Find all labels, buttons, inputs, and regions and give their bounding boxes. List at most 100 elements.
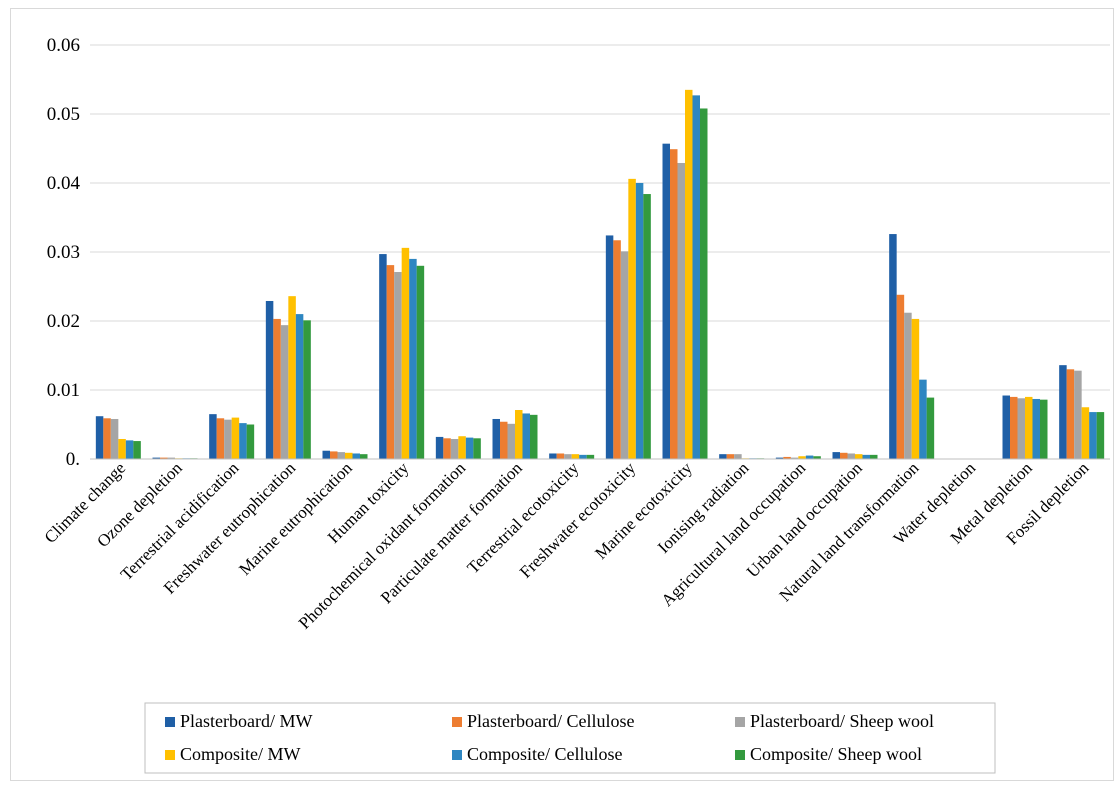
bar	[840, 452, 848, 459]
bar	[734, 454, 742, 459]
bar	[435, 436, 444, 459]
bar	[246, 424, 255, 459]
bar	[628, 178, 636, 460]
bar	[386, 265, 395, 459]
bar	[1025, 396, 1033, 459]
bar	[862, 454, 870, 459]
bar	[1002, 395, 1010, 459]
bar	[337, 452, 345, 459]
bar	[209, 414, 217, 459]
bar	[556, 453, 565, 459]
bar	[125, 440, 134, 459]
bar	[167, 457, 175, 459]
legend-swatch	[165, 717, 175, 727]
bar	[847, 453, 855, 459]
bar	[530, 414, 538, 459]
bar	[303, 320, 311, 459]
legend-label: Composite/ Sheep wool	[750, 744, 922, 764]
bar	[896, 294, 905, 459]
bar	[662, 143, 670, 460]
bar	[95, 416, 104, 459]
bar	[322, 450, 330, 459]
bar	[160, 457, 168, 459]
bar	[1032, 398, 1040, 459]
bar	[401, 247, 410, 459]
bar	[564, 454, 572, 459]
bar	[152, 457, 160, 459]
legend-box	[144, 702, 996, 774]
x-tick-label: Terrestrial ecotoxicity	[463, 458, 582, 577]
bar	[889, 234, 897, 459]
legend-label: Composite/ MW	[180, 744, 301, 764]
bar	[904, 312, 912, 459]
legend-swatch	[735, 750, 745, 760]
bar	[295, 314, 304, 459]
bar	[288, 296, 296, 459]
bar	[549, 453, 557, 459]
bar	[605, 235, 614, 459]
bar	[224, 419, 232, 459]
y-axis-ticks: 0. 0.01 0.02 0.03 0.04 0.05 0.06	[47, 35, 81, 470]
x-tick-label: Marine ecotoxicity	[591, 458, 696, 563]
bar	[805, 455, 814, 459]
bar	[409, 258, 417, 459]
bar	[345, 452, 353, 459]
bar	[443, 438, 451, 459]
bar	[700, 108, 708, 459]
bar	[670, 149, 678, 459]
bar	[280, 325, 289, 459]
bar	[360, 454, 368, 459]
legend-swatch	[452, 750, 462, 760]
bar	[330, 451, 338, 459]
bar	[613, 240, 621, 459]
bar	[507, 423, 515, 459]
bar	[118, 438, 126, 459]
y-tick-label: 0.	[66, 449, 80, 470]
chart-frame	[10, 8, 1114, 781]
y-tick-label: 0.02	[47, 311, 80, 332]
legend-label: Plasterboard/ MW	[180, 711, 312, 731]
bar	[635, 183, 644, 459]
bar	[692, 95, 700, 460]
bar	[1066, 369, 1075, 459]
bar	[265, 300, 274, 459]
bar	[1074, 370, 1082, 459]
bar	[1017, 398, 1025, 459]
bar	[416, 265, 425, 459]
bar	[239, 423, 247, 459]
bar	[1059, 365, 1067, 459]
bar	[911, 318, 920, 459]
y-tick-label: 0.03	[47, 242, 80, 263]
bar	[473, 438, 481, 459]
bar	[103, 418, 111, 459]
bar	[492, 418, 500, 459]
bar	[133, 441, 141, 459]
bar	[379, 254, 387, 459]
legend-swatch	[452, 717, 462, 727]
bar	[1010, 396, 1018, 459]
y-tick-label: 0.04	[47, 173, 81, 194]
bar	[685, 89, 693, 459]
bar	[216, 418, 225, 459]
bar	[110, 418, 119, 459]
bar	[352, 453, 360, 459]
bar	[726, 454, 735, 459]
gridlines	[90, 44, 1110, 391]
bar	[832, 452, 840, 459]
bar	[1081, 407, 1090, 459]
legend-label: Composite/ Cellulose	[467, 744, 623, 764]
bar	[522, 413, 530, 459]
bars	[95, 89, 1105, 460]
bar	[579, 454, 587, 459]
bar	[273, 318, 281, 459]
bar	[394, 272, 402, 459]
bar	[586, 454, 595, 459]
bar	[1089, 412, 1097, 459]
bar	[790, 457, 799, 459]
bar	[571, 454, 580, 459]
bar	[926, 397, 935, 459]
bar	[1040, 399, 1048, 459]
legend: Plasterboard/ MW Plasterboard/ Cellulose P…	[144, 702, 996, 774]
bar	[775, 457, 784, 459]
